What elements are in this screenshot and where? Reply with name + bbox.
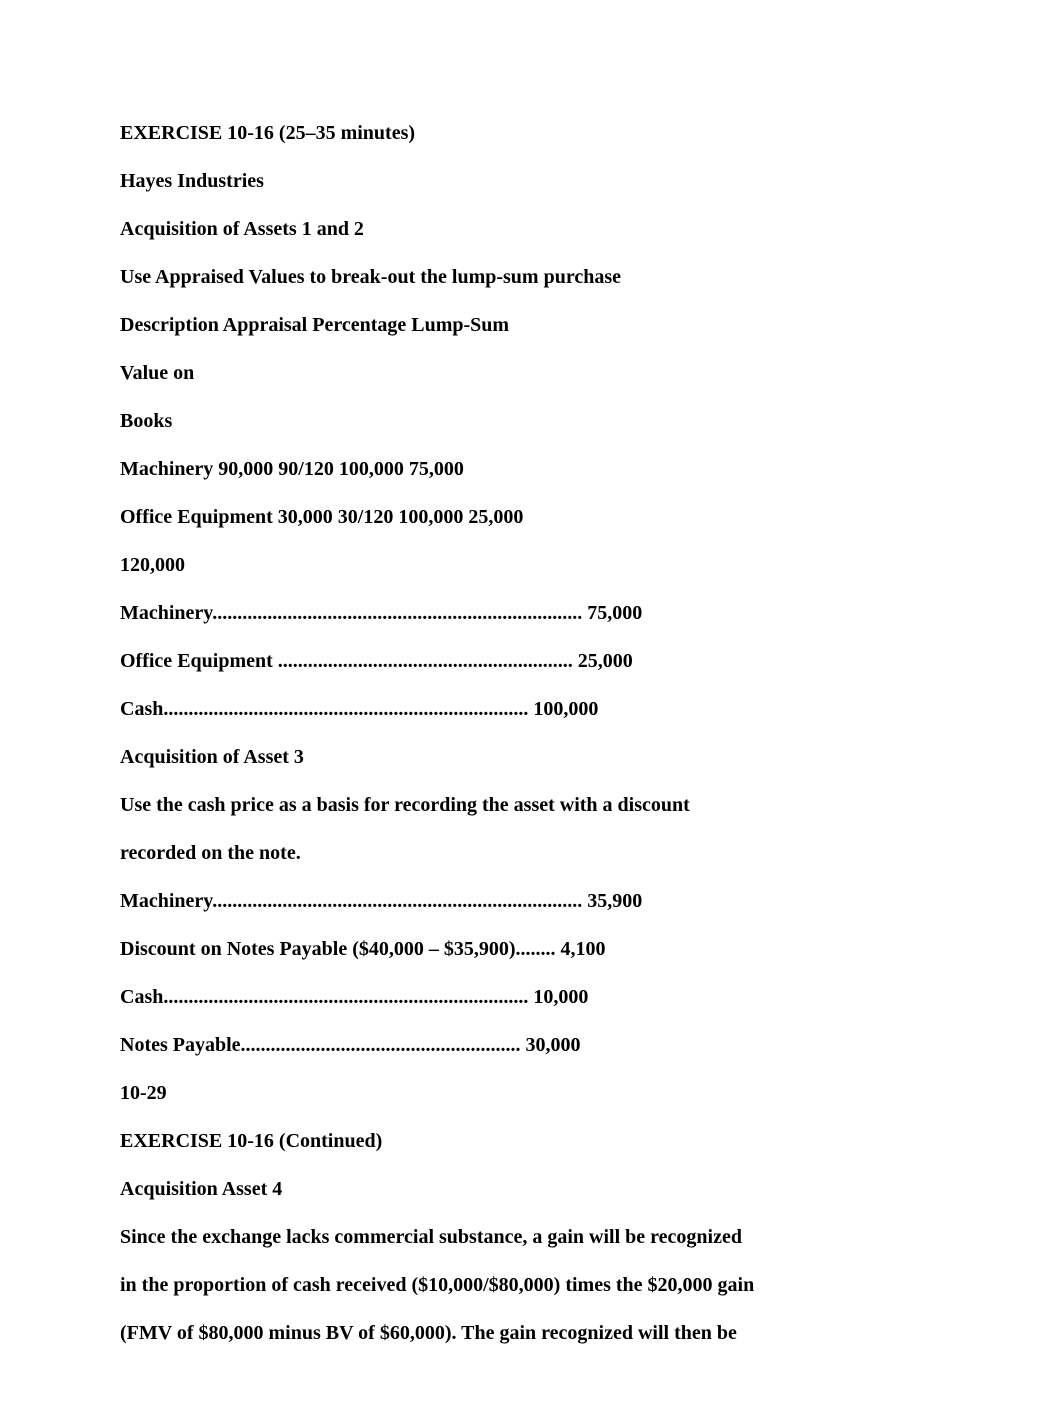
text-line: EXERCISE 10-16 (25–35 minutes) (120, 120, 942, 146)
text-line: Acquisition of Assets 1 and 2 (120, 216, 942, 242)
text-line: Cash....................................… (120, 696, 942, 722)
text-line: Machinery...............................… (120, 600, 942, 626)
text-line: 10-29 (120, 1080, 942, 1106)
text-line: (FMV of $80,000 minus BV of $60,000). Th… (120, 1320, 942, 1346)
text-line: Value on (120, 360, 942, 386)
document-page: EXERCISE 10-16 (25–35 minutes) Hayes Ind… (0, 0, 1062, 1428)
text-line: in the proportion of cash received ($10,… (120, 1272, 942, 1298)
text-line: Discount on Notes Payable ($40,000 – $35… (120, 936, 942, 962)
text-line: Books (120, 408, 942, 434)
text-line: Description Appraisal Percentage Lump-Su… (120, 312, 942, 338)
text-line: Use Appraised Values to break-out the lu… (120, 264, 942, 290)
text-line: Cash....................................… (120, 984, 942, 1010)
text-line: Since the exchange lacks commercial subs… (120, 1224, 942, 1250)
text-line: Acquisition Asset 4 (120, 1176, 942, 1202)
text-line: Acquisition of Asset 3 (120, 744, 942, 770)
text-line: Use the cash price as a basis for record… (120, 792, 942, 818)
text-line: Machinery 90,000 90/120 100,000 75,000 (120, 456, 942, 482)
text-line: recorded on the note. (120, 840, 942, 866)
text-line: Machinery...............................… (120, 888, 942, 914)
text-line: 120,000 (120, 552, 942, 578)
text-line: Notes Payable...........................… (120, 1032, 942, 1058)
text-line: Office Equipment .......................… (120, 648, 942, 674)
text-line: Office Equipment 30,000 30/120 100,000 2… (120, 504, 942, 530)
text-line: Hayes Industries (120, 168, 942, 194)
text-line: EXERCISE 10-16 (Continued) (120, 1128, 942, 1154)
